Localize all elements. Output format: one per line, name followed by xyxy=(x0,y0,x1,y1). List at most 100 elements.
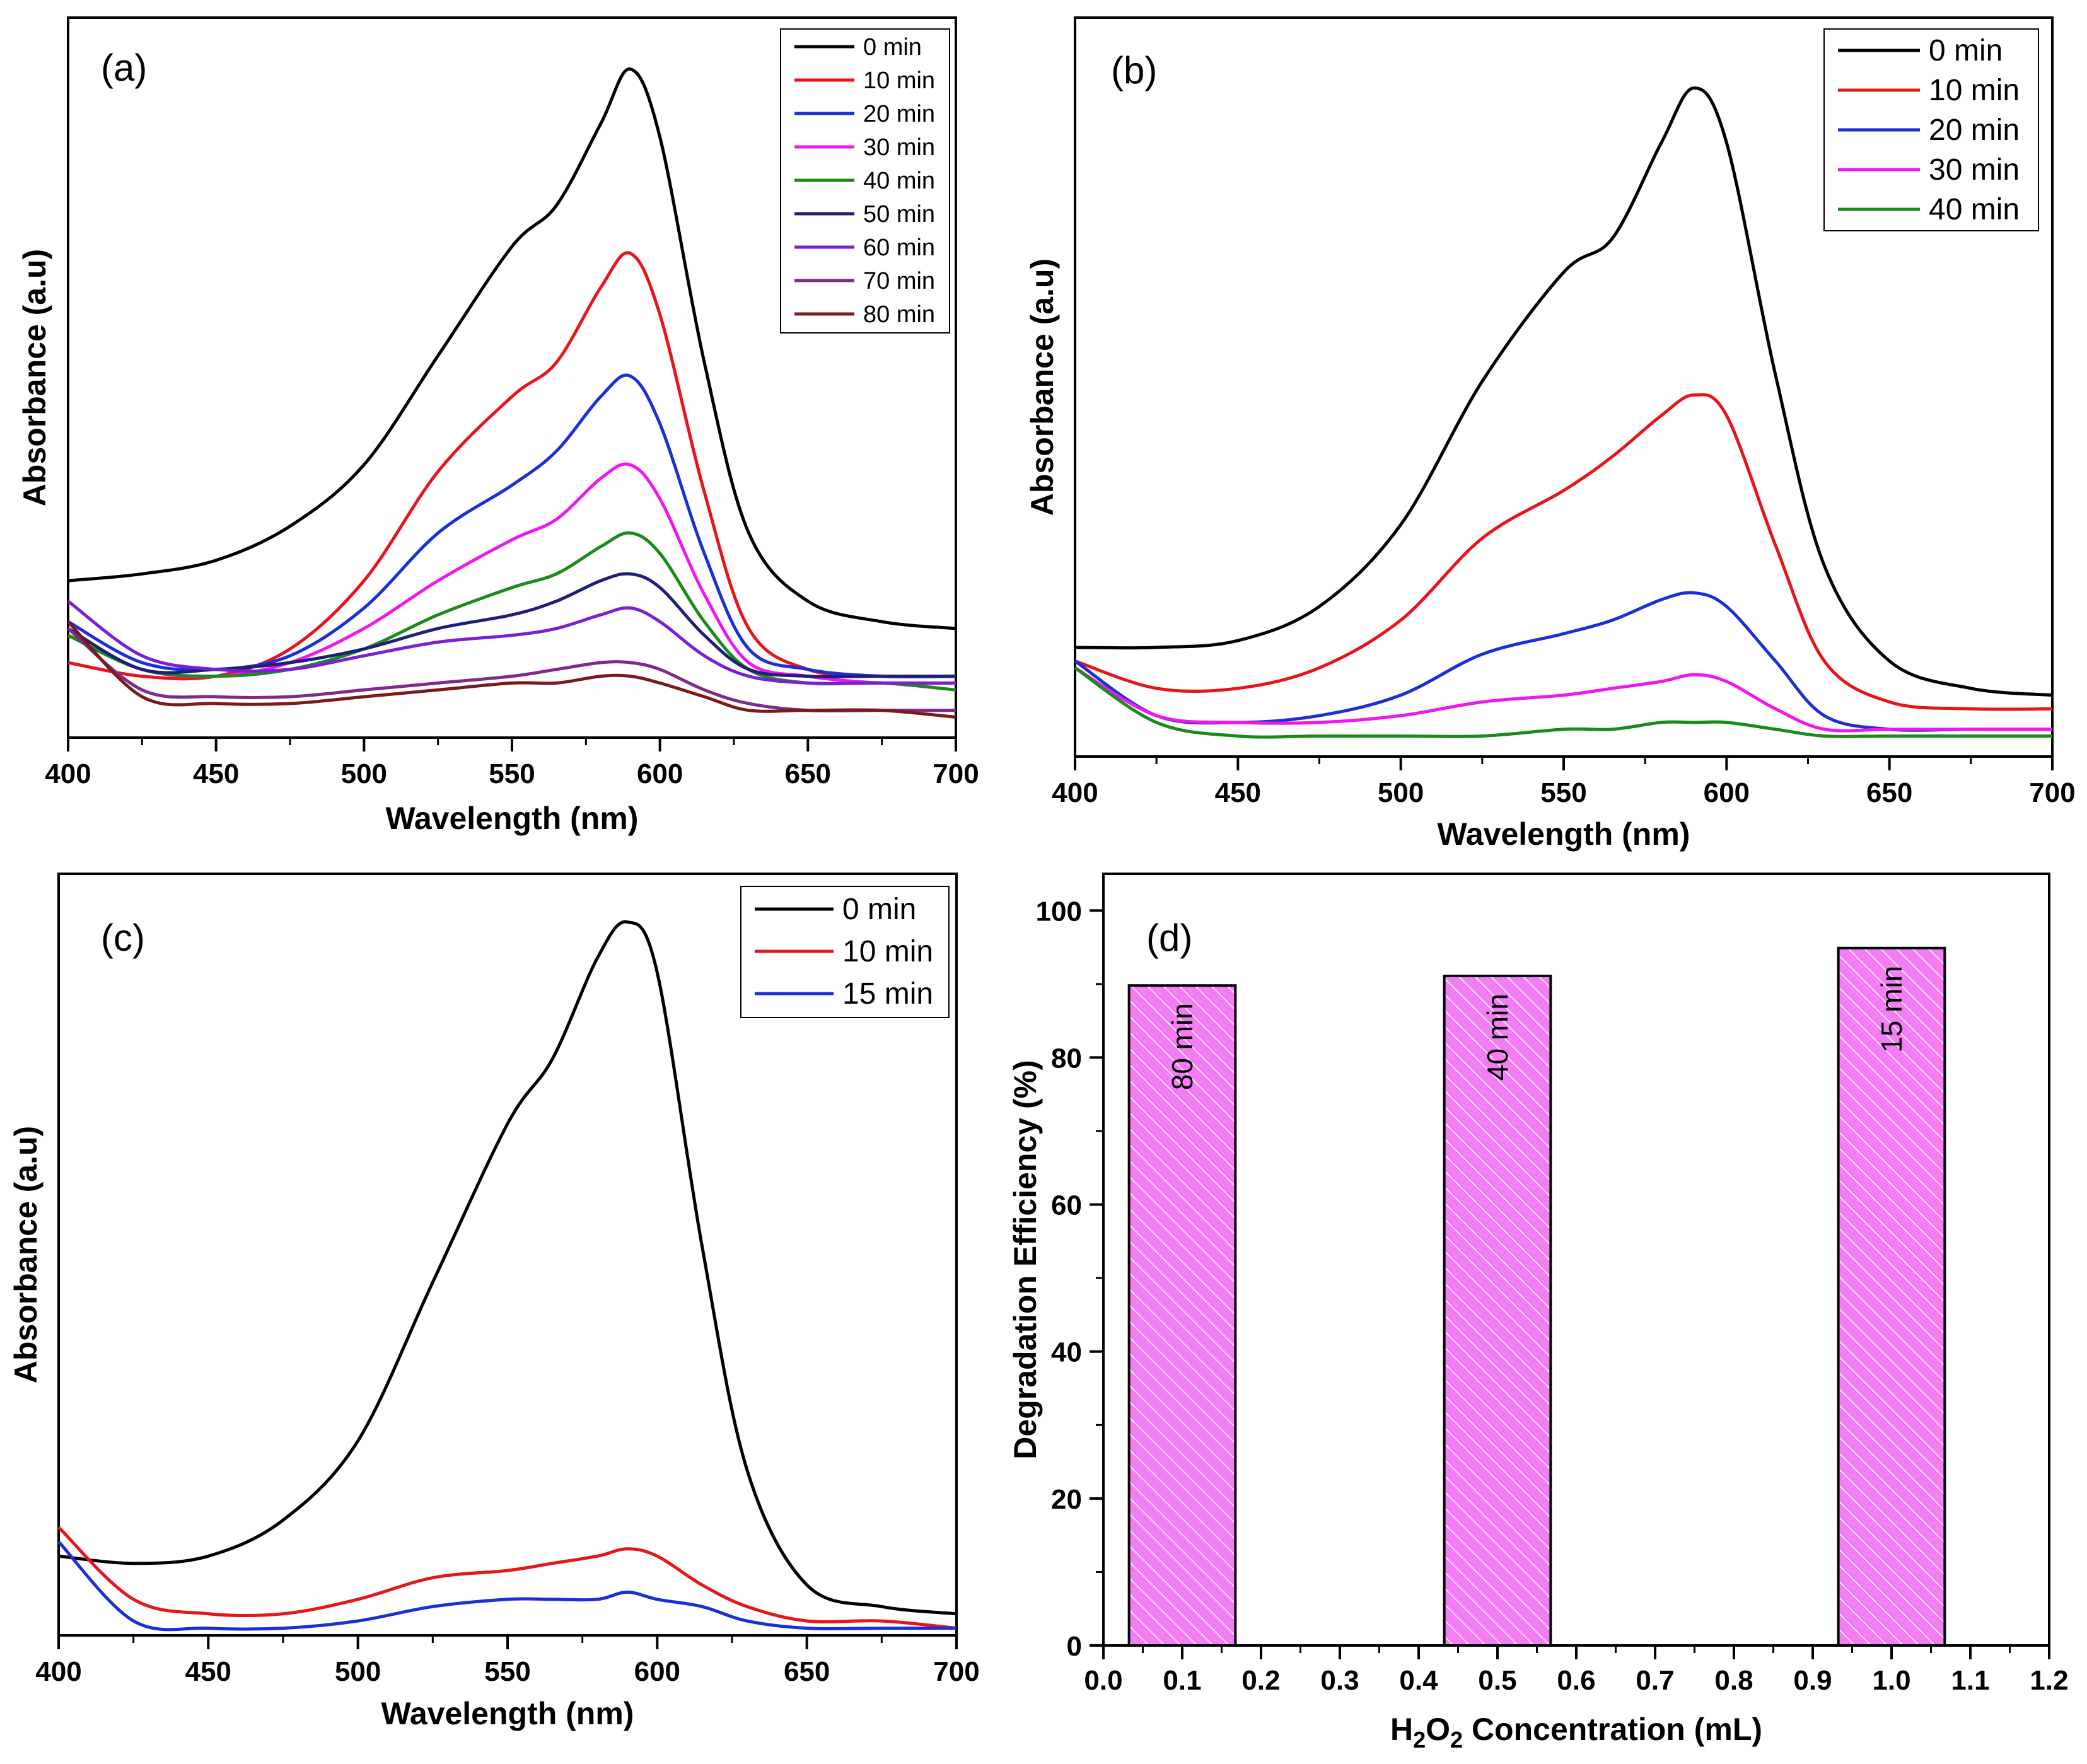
legend-label: 10 min xyxy=(842,935,933,968)
legend-label: 40 min xyxy=(1929,193,2020,226)
y-tick-label: 0 xyxy=(1067,1631,1082,1662)
legend-label: 0 min xyxy=(1929,34,2003,67)
y-tick-label: 60 xyxy=(1051,1190,1082,1221)
panel-label: (a) xyxy=(101,47,147,89)
panel-d: 80 min 40 min 15 min 0.0 0.1 0.2 0.3 0.4 0.5 0.6… xyxy=(1008,873,2069,1753)
x-tick-label: 700 xyxy=(933,1656,979,1687)
legend-label: 70 min xyxy=(863,268,935,294)
x-tick-label: 0.2 xyxy=(1241,1665,1280,1696)
x-label-h: H xyxy=(1390,1712,1413,1747)
x-tick-label: 400 xyxy=(35,1656,81,1687)
x-label-sub: 2 xyxy=(1450,1727,1463,1753)
x-axis-label: Wavelength (nm) xyxy=(386,801,639,836)
y-ticks: 0 20 40 60 80 100 xyxy=(1036,896,1103,1662)
series-line xyxy=(67,531,956,692)
legend: 0 min 10 min 20 min 30 min 40 min 50 min 60 mi… xyxy=(780,28,950,334)
x-tick-label: 550 xyxy=(1540,777,1586,808)
x-tick-label: 400 xyxy=(1052,777,1098,808)
legend-label: 20 min xyxy=(863,101,935,127)
x-label-sub: 2 xyxy=(1413,1727,1426,1753)
series-line xyxy=(67,572,956,678)
panel-label: (c) xyxy=(101,917,145,959)
x-tick-label: 1.0 xyxy=(1872,1665,1910,1696)
bar xyxy=(1837,946,1946,1647)
panel-label: (d) xyxy=(1146,917,1192,959)
x-tick-label: 0.1 xyxy=(1163,1665,1201,1696)
x-tick-label: 650 xyxy=(1866,777,1912,808)
legend-label: 30 min xyxy=(1929,153,2020,187)
bar-label: 40 min xyxy=(1481,994,1514,1081)
legend-label: 80 min xyxy=(863,301,935,328)
x-label-rest: Concentration (mL) xyxy=(1463,1712,1762,1747)
x-tick-label: 0.8 xyxy=(1714,1665,1753,1696)
x-ticks: 400 450 500 550 600 650 700 xyxy=(45,738,979,789)
legend-label: 40 min xyxy=(863,168,935,194)
series-line xyxy=(58,920,957,1616)
legend-label: 50 min xyxy=(863,201,935,228)
x-ticks: 400 450 500 550 600 650 700 xyxy=(1052,757,2076,808)
x-tick-label: 1.2 xyxy=(2030,1665,2068,1696)
legend: 0 min 10 min 20 min 30 min 40 min xyxy=(1823,28,2039,231)
bar-layer: 80 min 40 min 15 min xyxy=(1127,946,1946,1647)
bar-label: 15 min xyxy=(1875,966,1908,1053)
series-line xyxy=(1074,666,2052,733)
x-tick-label: 450 xyxy=(1215,777,1261,808)
x-tick-label: 0.9 xyxy=(1793,1665,1832,1696)
legend: 0 min 10 min 15 min xyxy=(740,886,950,1018)
x-tick-label: 500 xyxy=(335,1656,381,1687)
x-tick-label: 700 xyxy=(933,758,979,789)
x-ticks: 400 450 500 550 600 650 700 xyxy=(35,1635,980,1687)
x-tick-label: 600 xyxy=(634,1656,680,1687)
series-line xyxy=(67,620,956,719)
panel-b: 400 450 500 550 600 650 700 (b) Wavelength (nm… xyxy=(1025,16,2076,852)
series-line xyxy=(67,627,956,712)
series-line xyxy=(67,251,956,681)
y-axis-label: Degradation Efficiency (%) xyxy=(1008,1060,1043,1459)
bar xyxy=(1443,975,1552,1647)
x-label-o: O xyxy=(1426,1712,1450,1747)
series-line xyxy=(57,1540,956,1632)
y-axis-label: Absorbance (a.u) xyxy=(1025,258,1060,516)
x-tick-label: 450 xyxy=(185,1656,231,1687)
x-tick-label: 0.7 xyxy=(1636,1665,1674,1696)
x-tick-label: 0.5 xyxy=(1478,1665,1516,1696)
y-tick-label: 80 xyxy=(1051,1043,1082,1074)
y-tick-label: 40 xyxy=(1051,1337,1082,1368)
x-tick-label: 1.1 xyxy=(1951,1665,1989,1696)
legend-label: 30 min xyxy=(863,134,935,161)
legend-label: 0 min xyxy=(842,893,916,926)
legend-label: 20 min xyxy=(1929,113,2020,147)
x-tick-label: 700 xyxy=(2029,777,2075,808)
y-tick-label: 100 xyxy=(1036,896,1082,927)
y-axis-label: Absorbance (a.u) xyxy=(17,249,52,506)
series-line xyxy=(67,67,956,630)
x-tick-label: 600 xyxy=(1704,777,1750,808)
x-ticks: 0.0 0.1 0.2 0.3 0.4 0.5 0.6 0.7 0.8 0.9 1.0 1.1 1.2 xyxy=(1084,1645,2069,1696)
series-layer xyxy=(57,920,957,1632)
x-tick-label: 650 xyxy=(784,1656,830,1687)
x-tick-label: 550 xyxy=(484,1656,530,1687)
y-tick-label: 20 xyxy=(1051,1484,1082,1515)
x-tick-label: 450 xyxy=(193,758,239,789)
x-axis-label: Wavelength (nm) xyxy=(1438,816,1690,852)
panel-c: 400 450 500 550 600 650 700 (c) Wavelength (nm… xyxy=(8,873,980,1731)
x-tick-label: 500 xyxy=(1378,777,1424,808)
legend-label: 15 min xyxy=(842,977,933,1011)
legend-label: 10 min xyxy=(1929,74,2020,107)
series-line xyxy=(1074,666,2052,739)
x-tick-label: 650 xyxy=(785,758,831,789)
bar xyxy=(1127,984,1237,1647)
panel-label: (b) xyxy=(1111,49,1157,91)
series-layer xyxy=(1074,86,2053,739)
panel-a: 400 450 500 550 600 650 700 (a) Wavelength (nm… xyxy=(17,16,979,836)
x-tick-label: 550 xyxy=(489,758,535,789)
series-line xyxy=(1074,393,2053,711)
y-axis-label: Absorbance (a.u) xyxy=(8,1126,44,1383)
series-layer xyxy=(67,67,956,719)
x-tick-label: 0.3 xyxy=(1320,1665,1359,1696)
series-line xyxy=(67,462,956,685)
series-line xyxy=(1074,86,2053,697)
x-tick-label: 0.4 xyxy=(1399,1665,1438,1696)
legend-label: 0 min xyxy=(863,34,922,61)
